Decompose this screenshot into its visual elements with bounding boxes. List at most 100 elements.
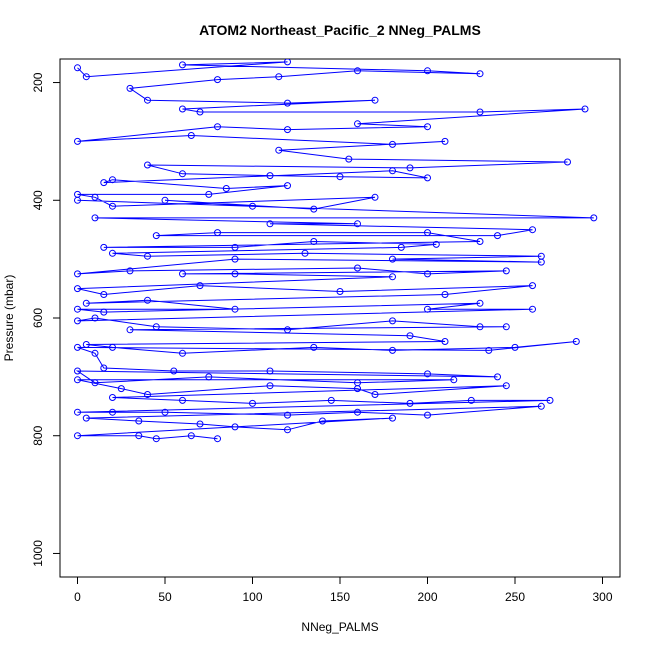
data-point [109, 176, 116, 184]
data-point [354, 67, 361, 75]
data-point [406, 399, 414, 407]
data-point [196, 420, 204, 428]
x-tick-label: 50 [158, 590, 172, 604]
data-point [152, 232, 160, 240]
data-point [284, 426, 291, 434]
series-line [75, 61, 594, 440]
data-point [537, 402, 545, 410]
data-point [187, 132, 195, 139]
data-point [284, 59, 291, 66]
data-point [231, 255, 239, 263]
data-point [74, 376, 81, 384]
plot-frame [59, 58, 621, 578]
data-point [135, 417, 143, 425]
data-point [389, 346, 396, 354]
data-point [354, 385, 361, 393]
x-tick-label: 150 [330, 590, 350, 604]
data-point [371, 193, 379, 201]
data-point [301, 249, 309, 257]
data-point [354, 408, 361, 416]
data-point [327, 396, 335, 404]
data-point [389, 255, 396, 263]
data-point [284, 182, 291, 190]
data-point [336, 288, 344, 295]
data-point [441, 137, 449, 145]
data-point [179, 61, 186, 69]
data-point [91, 193, 99, 201]
data-point [432, 240, 440, 248]
data-point [214, 229, 221, 237]
data-point [222, 185, 230, 192]
x-tick-label: 0 [74, 590, 81, 604]
data-point [389, 273, 396, 281]
data-point [82, 73, 90, 81]
data-point [564, 158, 571, 166]
data-point [231, 423, 239, 431]
data-point [249, 399, 256, 407]
series-group [74, 59, 598, 443]
data-point [196, 282, 204, 290]
data-point [389, 167, 396, 175]
plot-area [74, 59, 598, 443]
data-point [74, 196, 81, 204]
data-point [100, 364, 108, 372]
data-point [310, 205, 318, 213]
data-point [371, 96, 379, 104]
x-tick-label: 100 [242, 590, 262, 604]
x-tick-label: 300 [592, 590, 612, 604]
data-point [511, 343, 519, 351]
data-point [572, 338, 580, 345]
data-point [109, 394, 116, 401]
data-point [100, 291, 108, 298]
data-point [476, 108, 484, 116]
data-point [476, 323, 484, 331]
data-point [100, 179, 108, 187]
data-point [74, 367, 81, 375]
data-point [179, 349, 186, 357]
data-point [354, 220, 361, 228]
data-point [502, 267, 510, 275]
data-point [214, 435, 221, 443]
data-point [424, 174, 431, 182]
data-point [82, 341, 90, 348]
data-point [152, 435, 160, 443]
y-tick-label: 800 [31, 425, 45, 445]
data-point [214, 76, 221, 84]
data-point [424, 270, 431, 278]
data-point [179, 170, 186, 178]
data-point [424, 123, 431, 131]
data-point [74, 64, 81, 72]
data-point [319, 417, 326, 425]
data-point [275, 73, 283, 81]
data-point [389, 140, 396, 148]
data-point [529, 305, 536, 313]
x-axis-label: NNeg_PALMS [301, 620, 378, 634]
data-point [74, 137, 81, 145]
data-point [581, 105, 589, 113]
data-point [161, 408, 169, 416]
data-point [82, 299, 90, 307]
data-point [275, 146, 283, 154]
data-point [502, 323, 510, 331]
data-point [441, 338, 449, 345]
data-point [82, 414, 90, 422]
data-point [91, 349, 99, 357]
data-point [476, 70, 484, 78]
data-point [74, 432, 81, 440]
data-point [117, 385, 125, 393]
data-point [467, 396, 475, 404]
data-point [476, 238, 484, 245]
data-point [74, 305, 81, 313]
data-point [424, 67, 431, 75]
data-point [450, 376, 458, 384]
data-point [485, 346, 493, 354]
data-point [196, 108, 204, 116]
data-point [529, 226, 536, 234]
data-point [537, 258, 545, 266]
x-axis: 0 50 100 150 200 250 300 [74, 577, 613, 604]
data-point [424, 305, 431, 313]
data-point [406, 164, 414, 172]
x-tick-label: 200 [417, 590, 437, 604]
data-point [284, 326, 291, 334]
data-point [135, 432, 143, 440]
